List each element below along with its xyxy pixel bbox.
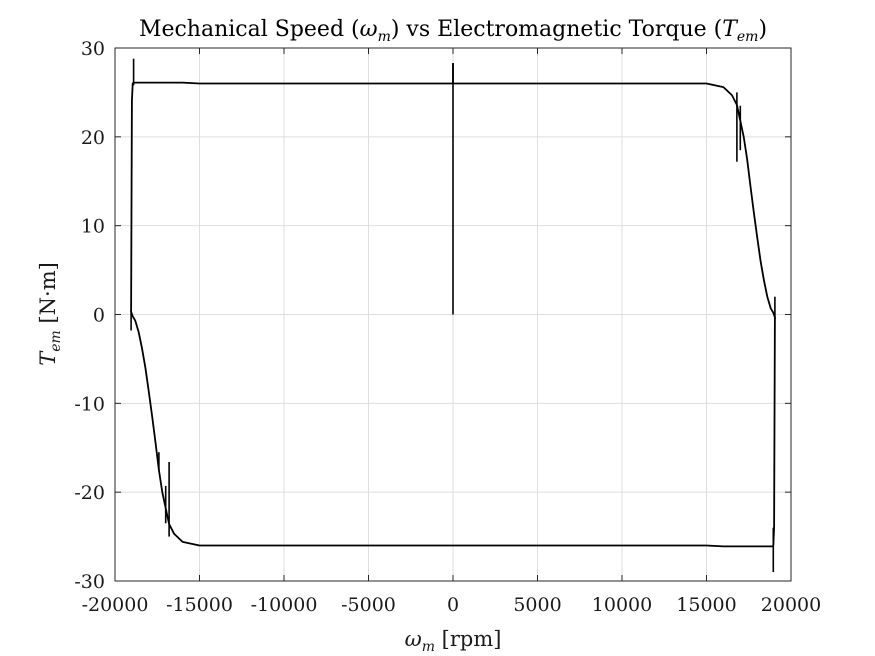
speed-torque-trajectory [130, 63, 776, 548]
x-axis-label: ωm [rpm] [405, 627, 502, 655]
y-tick-label: 10 [81, 216, 105, 238]
axis-ticks: -20000 -15000 -10000 -5000 0 5000 10000 15000 20… [74, 38, 821, 616]
x-tick-label: 15000 [676, 594, 736, 616]
y-tick-label: 20 [81, 127, 105, 149]
x-tick-label: -20000 [82, 594, 149, 616]
x-tick-label: -10000 [251, 594, 318, 616]
y-tick-label: 30 [81, 38, 105, 60]
x-tick-label: -15000 [166, 594, 233, 616]
x-tick-label: 5000 [513, 594, 561, 616]
x-tick-label: -5000 [341, 594, 396, 616]
y-tick-label: -30 [74, 571, 105, 593]
y-tick-label: 0 [93, 305, 105, 327]
y-tick-label: -10 [74, 393, 105, 415]
y-axis-label: Tem [N·m] [36, 262, 64, 366]
x-tick-label: 20000 [761, 594, 821, 616]
chart-title: Mechanical Speed (ωm) vs Electromagnetic… [139, 17, 767, 45]
x-tick-label: 10000 [592, 594, 652, 616]
x-tick-label: 0 [447, 594, 459, 616]
y-tick-label: -20 [74, 482, 105, 504]
series-layer [130, 58, 776, 573]
